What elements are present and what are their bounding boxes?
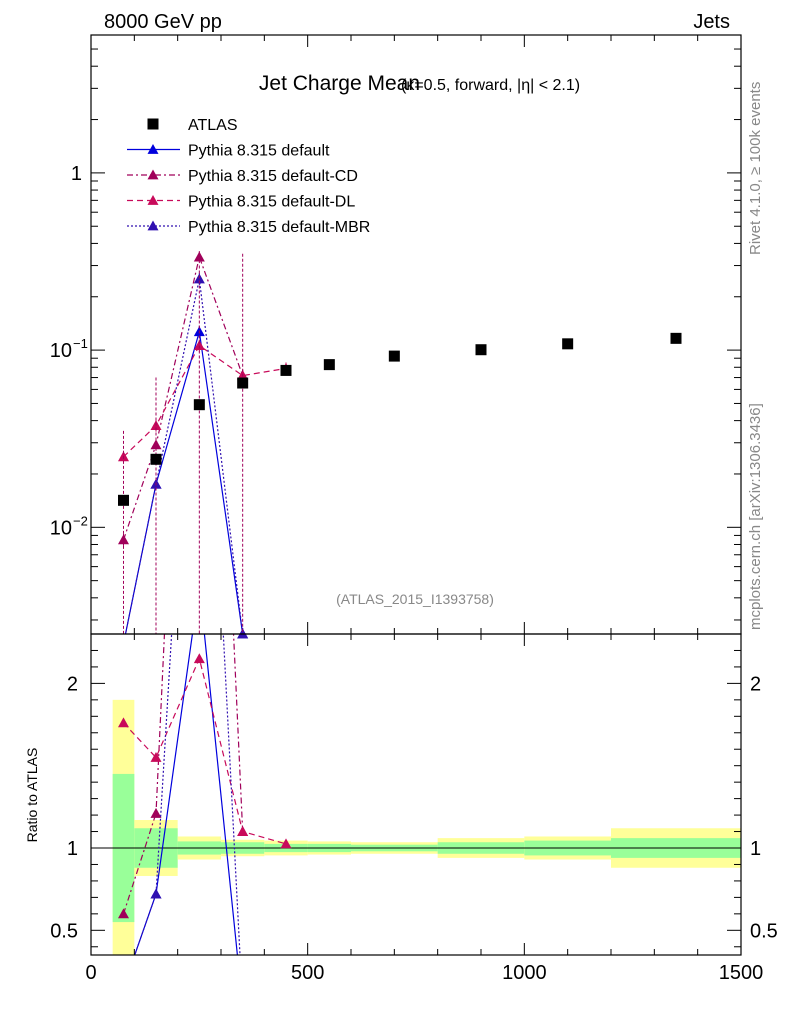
y-tick-label-ratio: 1 xyxy=(67,838,78,860)
x-tick-label: 500 xyxy=(291,962,324,984)
legend-label: Pythia 8.315 default-CD xyxy=(188,168,358,185)
legend-label: Pythia 8.315 default xyxy=(188,143,330,160)
legend-marker xyxy=(147,195,159,205)
y-tick-label-main: 1 xyxy=(71,163,82,185)
legend-label: Pythia 8.315 default-MBR xyxy=(188,219,370,236)
atlas-point xyxy=(118,494,129,506)
header-left: 8000 GeV pp xyxy=(104,11,222,33)
atlas-point xyxy=(237,377,249,389)
series-line-main xyxy=(124,278,244,634)
series-point-ratio xyxy=(237,826,249,836)
legend-marker-atlas xyxy=(147,118,159,130)
ratio-plot-area xyxy=(91,699,741,955)
legend-label-atlas: ATLAS xyxy=(188,117,238,134)
series-point-ratio xyxy=(193,653,205,664)
y-tick-label-ratio-right: 1 xyxy=(750,838,761,860)
series-point-main xyxy=(193,251,205,262)
atlas-point xyxy=(150,453,162,465)
series-point-main xyxy=(193,340,205,351)
ratio-ylabel: Ratio to ATLAS xyxy=(24,748,40,843)
y-tick-exponent: −2 xyxy=(73,513,88,528)
rivet-label: Rivet 4.1.0, ≥ 100k events xyxy=(747,82,764,255)
x-tick-label: 1500 xyxy=(719,962,764,984)
x-tick-label: 1000 xyxy=(502,962,547,984)
y-tick-exponent: −1 xyxy=(73,336,88,351)
y-tick-label-ratio-right: 2 xyxy=(750,673,761,695)
atlas-point xyxy=(388,350,400,362)
legend: ATLAS Pythia 8.315 default Pythia 8.315 de… xyxy=(127,117,370,236)
y-tick-label-main: 10 xyxy=(50,517,72,539)
series-line-ratio xyxy=(134,634,238,955)
ratio-frame xyxy=(90,633,742,956)
series-line-main xyxy=(124,331,244,634)
series-point-ratio xyxy=(118,908,129,919)
chart-marks xyxy=(118,251,682,955)
legend-marker xyxy=(147,220,159,231)
analysis-tag: (ATLAS_2015_I1393758) xyxy=(336,591,494,607)
plot-frames xyxy=(90,34,742,956)
series-line-ratio xyxy=(122,634,244,915)
legend-label: Pythia 8.315 default-DL xyxy=(188,194,355,211)
chart-title-suffix: (κ=0.5, forward, |η| < 2.1) xyxy=(401,77,580,94)
series-point-main xyxy=(118,534,129,545)
mcplots-label: mcplots.cern.ch [arXiv:1306.3436] xyxy=(747,403,764,630)
legend-marker xyxy=(147,144,159,154)
atlas-point xyxy=(562,338,574,350)
series-point-ratio xyxy=(150,888,162,899)
x-tick-label: 0 xyxy=(85,962,96,984)
atlas-point xyxy=(280,364,292,376)
y-tick-label-ratio-right: 0.5 xyxy=(750,920,778,942)
header-right: Jets xyxy=(693,11,730,33)
chart-title: Jet Charge Mean xyxy=(259,72,420,95)
atlas-point xyxy=(193,399,205,411)
series-point-ratio xyxy=(118,717,129,728)
y-tick-label-ratio: 2 xyxy=(67,673,78,695)
series-2 xyxy=(118,339,292,849)
series-0 xyxy=(124,325,249,955)
series-line-ratio xyxy=(123,656,287,845)
y-tick-label-ratio: 0.5 xyxy=(50,920,78,942)
series-point-ratio xyxy=(150,807,162,818)
atlas-point xyxy=(475,344,487,356)
atlas-point xyxy=(670,332,682,344)
atlas-data xyxy=(118,332,682,506)
series-1 xyxy=(118,251,249,919)
series-point-ratio xyxy=(280,838,292,849)
series-line-main xyxy=(123,344,287,458)
atlas-point xyxy=(323,359,335,371)
series-line-ratio xyxy=(134,634,241,955)
series-line-main xyxy=(122,254,244,541)
legend-marker xyxy=(147,169,159,180)
series-point-ratio xyxy=(150,751,162,762)
y-tick-label-main: 10 xyxy=(50,340,72,362)
